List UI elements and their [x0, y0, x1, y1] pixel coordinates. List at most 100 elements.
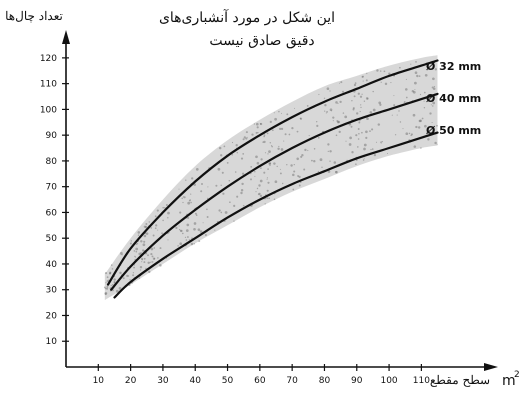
band-speckle	[424, 124, 427, 128]
band-speckle	[403, 101, 406, 104]
band-speckle	[366, 72, 368, 75]
band-speckle	[144, 225, 148, 229]
band-speckle	[384, 82, 388, 86]
band-speckle	[393, 95, 395, 97]
band-speckle	[290, 164, 293, 167]
band-speckle	[360, 104, 362, 106]
band-speckle	[362, 75, 364, 78]
band-speckle	[308, 135, 310, 137]
band-speckle	[360, 106, 362, 109]
band-speckle	[431, 86, 434, 89]
band-speckle	[399, 66, 401, 69]
band-speckle	[414, 89, 416, 91]
band-speckle	[418, 119, 421, 123]
band-speckle	[188, 239, 190, 241]
band-speckle	[432, 101, 436, 105]
band-speckle	[182, 201, 184, 204]
band-speckle	[185, 239, 188, 241]
band-speckle	[236, 195, 239, 198]
band-speckle	[341, 90, 345, 93]
band-speckle	[263, 134, 266, 136]
band-speckle	[242, 153, 245, 155]
band-speckle	[355, 163, 357, 166]
band-speckle	[430, 104, 432, 106]
band-speckle	[332, 116, 335, 119]
y-tick-label: 90	[46, 131, 58, 141]
band-speckle	[255, 155, 258, 159]
band-speckle	[165, 204, 168, 206]
band-speckle	[332, 120, 334, 122]
band-speckle	[276, 165, 278, 168]
band-speckle	[206, 208, 208, 211]
band-speckle	[243, 136, 246, 139]
band-speckle	[348, 143, 352, 146]
series-line-2	[110, 92, 439, 291]
band-speckle	[271, 129, 274, 132]
band-speckle	[105, 282, 107, 284]
band-speckle	[193, 222, 197, 225]
series-labels: Ø 32 mm Ø 40 mm Ø 50 mm	[426, 60, 481, 137]
band-speckle	[283, 140, 285, 142]
band-speckle	[268, 197, 270, 199]
x-axis-unit: m	[502, 373, 516, 389]
band-speckle	[372, 90, 374, 93]
band-speckle	[335, 101, 338, 104]
band-speckle	[282, 182, 284, 185]
band-speckle	[143, 240, 146, 243]
band-speckle	[336, 119, 339, 123]
band-speckle	[150, 247, 154, 251]
band-speckle	[106, 287, 109, 290]
band-speckle	[428, 130, 430, 132]
band-speckle	[321, 166, 323, 168]
band-speckle	[152, 234, 155, 237]
band-speckle	[351, 100, 353, 102]
band-speckle	[319, 158, 323, 162]
band-speckle	[184, 236, 187, 239]
band-speckle	[111, 268, 114, 270]
band-speckle	[206, 197, 209, 200]
band-speckle	[126, 274, 129, 277]
band-speckle	[411, 90, 414, 93]
band-speckle	[177, 245, 179, 247]
band-speckle	[359, 110, 361, 113]
x-tick-label: 40	[190, 376, 202, 386]
band-speckle	[120, 252, 123, 255]
y-tick-label: 40	[46, 260, 58, 270]
band-speckle	[129, 242, 132, 245]
band-speckle	[391, 114, 393, 116]
band-speckle	[363, 157, 365, 159]
band-speckle	[345, 140, 347, 142]
band-speckle	[365, 79, 368, 82]
band-speckle	[263, 171, 266, 174]
band-speckle	[148, 221, 151, 223]
band-speckle	[137, 234, 140, 236]
band-speckle	[242, 204, 245, 207]
band-speckle	[113, 278, 116, 281]
band-speckle	[179, 242, 183, 246]
band-speckle	[327, 143, 330, 146]
band-speckle	[206, 216, 209, 218]
band-speckle	[193, 227, 196, 231]
band-speckle	[266, 178, 268, 180]
band-speckle	[429, 112, 432, 115]
band-speckle	[256, 126, 259, 129]
band-speckle	[193, 243, 195, 245]
x-tick-label: 50	[222, 376, 234, 386]
band-speckle	[147, 261, 150, 265]
band-speckle	[426, 65, 428, 68]
band-speckle	[316, 121, 318, 123]
shaded-band-layer	[103, 55, 438, 300]
band-speckle	[363, 100, 366, 102]
band-speckle	[231, 141, 234, 144]
band-speckle	[273, 162, 276, 165]
band-speckle	[365, 130, 368, 134]
band-speckle	[220, 154, 223, 157]
x-axis-unit-superscript: 2	[514, 370, 520, 380]
band-speckle	[140, 240, 143, 243]
band-speckle	[418, 75, 421, 77]
band-speckle	[281, 127, 284, 130]
band-speckle	[151, 261, 154, 263]
band-speckle	[179, 229, 181, 231]
band-speckle	[254, 175, 256, 177]
band-speckle	[233, 220, 235, 222]
